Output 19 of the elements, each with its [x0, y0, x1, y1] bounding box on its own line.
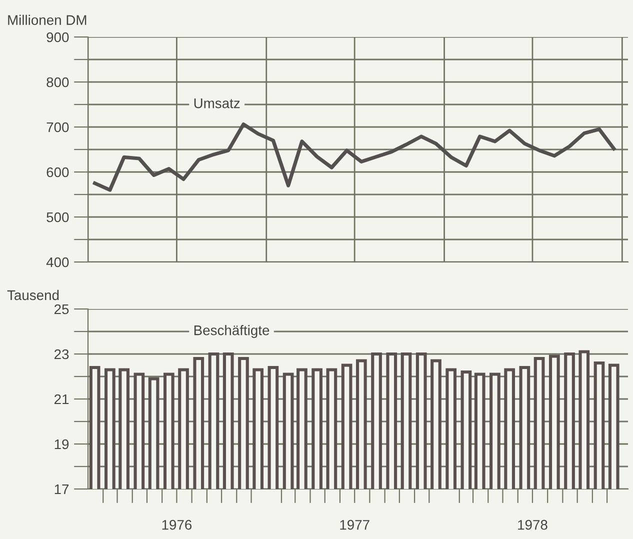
y-tick-label: 400	[46, 257, 69, 268]
series-label: Umsatz	[194, 98, 240, 108]
y-tick-label: 800	[46, 77, 69, 88]
y-tick-label: 17	[54, 484, 69, 494]
line-series	[93, 122, 616, 192]
y-tick-label: 600	[46, 167, 69, 178]
y-tick-label: 700	[46, 122, 69, 132]
y-tick-label: 900	[46, 32, 69, 42]
x-tick-label: 1978	[518, 520, 548, 530]
y-tick-label: 23	[54, 349, 69, 360]
y-tick-label: 500	[46, 212, 69, 222]
y-axis-title: Millionen DM	[8, 14, 86, 25]
y-axis-title: Tausend	[7, 290, 59, 300]
y-tick-label: 19	[54, 439, 69, 450]
series-label: Beschäftigte	[194, 325, 270, 338]
y-tick-label: 25	[54, 304, 69, 314]
y-tick-label: 21	[54, 394, 69, 404]
x-tick-label: 1977	[340, 520, 370, 530]
x-tick-label: 1976	[162, 520, 192, 530]
